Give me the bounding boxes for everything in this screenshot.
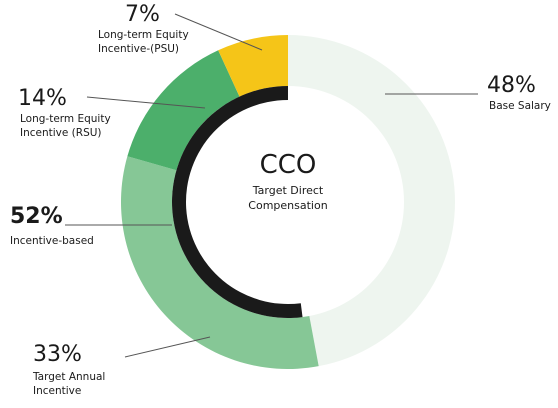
- chart-title: CCO: [259, 150, 317, 180]
- segment-name: Long-term Equity Incentive (RSU): [20, 113, 111, 139]
- donut-segment: [121, 156, 319, 369]
- donut-segment: [288, 35, 455, 367]
- segment-name: Base Salary: [489, 100, 551, 112]
- leader-line: [124, 336, 211, 358]
- overlay-name: Incentive-based: [10, 235, 94, 247]
- value-label: 33%: [33, 342, 82, 367]
- value-label: 48%: [487, 73, 536, 98]
- value-label: 14%: [18, 86, 67, 111]
- donut-segment: [218, 35, 288, 97]
- segment-name: Long-term Equity Incentive-(PSU): [98, 29, 189, 55]
- donut-segment: [127, 50, 240, 171]
- overlay-value-label: 52%: [10, 204, 63, 229]
- segment-name: Target Annual Incentive: [33, 371, 106, 397]
- leader-line: [174, 13, 263, 51]
- value-label: 7%: [125, 2, 160, 27]
- leader-line: [86, 96, 206, 109]
- chart-subtitle: Target Direct Compensation: [248, 184, 328, 212]
